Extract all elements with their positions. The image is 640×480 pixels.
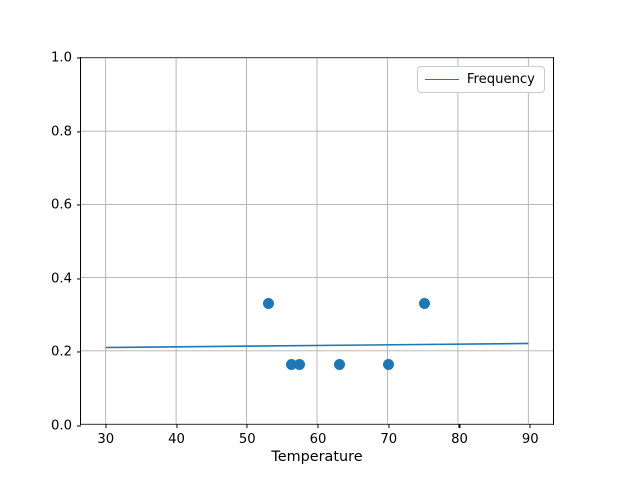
y-tick-mark <box>77 57 81 59</box>
legend-line-swatch <box>424 79 459 80</box>
x-tick-label: 70 <box>380 432 398 447</box>
y-tick-label: 0.0 <box>51 418 72 434</box>
y-tick-label: 0.2 <box>51 344 72 360</box>
x-tick-mark <box>105 424 107 428</box>
x-tick-label: 80 <box>451 432 468 447</box>
x-tick-label: 90 <box>521 432 539 447</box>
y-tick-mark <box>77 351 81 353</box>
x-tick-label: 60 <box>309 432 327 447</box>
x-tick-mark <box>317 424 319 428</box>
x-tick-mark <box>458 424 461 428</box>
scatter-point <box>418 297 430 309</box>
y-tick-label: 1.0 <box>51 50 72 66</box>
gridlines-layer <box>81 57 553 425</box>
y-tick-mark <box>77 204 81 206</box>
legend-label: Frequency <box>466 72 535 87</box>
x-tick-mark <box>388 424 390 428</box>
y-tick-mark <box>77 278 81 280</box>
x-tick-mark <box>175 424 178 428</box>
y-tick-mark <box>77 425 81 427</box>
x-tick-label: 40 <box>168 432 185 447</box>
x-axis-label: Temperature <box>271 449 363 465</box>
scatter-point <box>262 297 274 309</box>
y-tick-mark <box>77 131 81 133</box>
scatter-point <box>285 359 297 371</box>
scatter-point <box>383 359 395 371</box>
scatter-point <box>333 359 345 371</box>
y-tick-label: 0.6 <box>51 197 72 213</box>
y-tick-label: 0.4 <box>51 271 72 287</box>
data-layer <box>105 342 529 349</box>
x-tick-mark <box>529 424 531 428</box>
plot-axes: 0.0 0.2 0.4 0.6 0.8 1.0 30 40 50 60 70 80 90 Freque… <box>51 51 554 447</box>
x-tick-label: 50 <box>238 432 256 447</box>
legend-box[interactable]: Frequency <box>416 66 545 93</box>
x-tick-label: 30 <box>97 432 115 447</box>
scatter-point <box>294 359 306 371</box>
x-tick-mark <box>246 424 248 428</box>
y-tick-label: 0.8 <box>51 124 72 140</box>
frequency-line <box>105 342 529 349</box>
